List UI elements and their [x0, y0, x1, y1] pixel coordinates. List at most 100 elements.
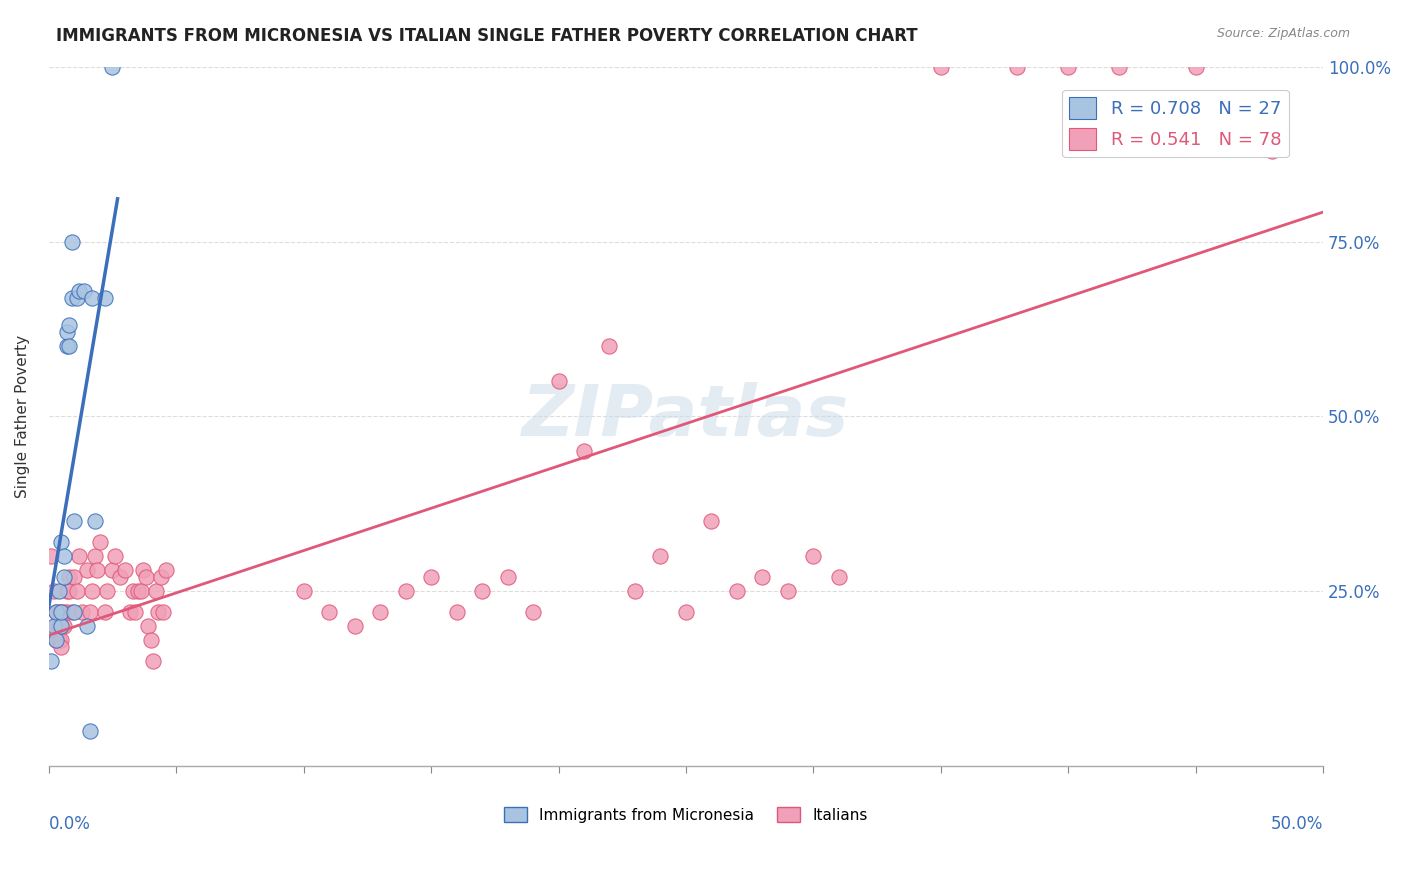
Point [48, 619, 70, 633]
Point [700, 515, 723, 529]
Point [129, 584, 152, 599]
Point [79, 724, 101, 739]
Point [51, 535, 73, 549]
Point [127, 584, 149, 599]
Point [60, 235, 83, 249]
Point [343, 619, 366, 633]
Point [725, 584, 748, 599]
Point [94, 291, 117, 305]
Point [94, 606, 117, 620]
Point [1261, 144, 1284, 158]
Point [598, 339, 620, 353]
Point [83, 549, 105, 564]
Point [45, 633, 67, 648]
Point [420, 570, 443, 584]
Point [51, 606, 73, 620]
Point [45, 606, 67, 620]
Point [149, 570, 172, 584]
Point [139, 633, 162, 648]
Point [51, 619, 73, 633]
Point [60, 291, 83, 305]
Text: 50.0%: 50.0% [1271, 815, 1323, 833]
Point [58, 570, 80, 584]
Point [48, 584, 70, 599]
Point [496, 570, 519, 584]
Point [145, 584, 167, 599]
Point [828, 570, 851, 584]
Point [114, 563, 136, 577]
Point [572, 444, 595, 458]
Point [55, 584, 77, 599]
Point [446, 606, 468, 620]
Point [63, 515, 86, 529]
Point [39, 549, 62, 564]
Point [152, 606, 174, 620]
Point [42, 584, 65, 599]
Point [67, 284, 90, 298]
Point [51, 606, 73, 620]
Point [624, 584, 647, 599]
Point [547, 375, 569, 389]
Point [108, 570, 131, 584]
Point [79, 606, 101, 620]
Point [39, 654, 62, 668]
Point [42, 619, 65, 633]
Point [45, 606, 67, 620]
Point [101, 60, 124, 74]
Point [66, 291, 89, 305]
Point [53, 570, 76, 584]
Point [60, 606, 83, 620]
Point [51, 619, 73, 633]
Point [63, 606, 86, 620]
Text: ZIPatlas: ZIPatlas [522, 382, 849, 451]
Point [1108, 60, 1130, 74]
Point [53, 619, 76, 633]
Point [776, 584, 799, 599]
Point [51, 633, 73, 648]
Point [66, 584, 89, 599]
Point [135, 570, 157, 584]
Point [121, 584, 143, 599]
Point [751, 570, 773, 584]
Point [58, 318, 80, 333]
Point [368, 606, 391, 620]
Point [394, 584, 416, 599]
Point [70, 606, 93, 620]
Point [650, 549, 672, 564]
Point [58, 584, 80, 599]
Point [63, 570, 86, 584]
Point [148, 606, 170, 620]
Point [155, 563, 177, 577]
Point [142, 654, 165, 668]
Point [76, 563, 98, 577]
Point [67, 549, 90, 564]
Point [80, 584, 103, 599]
Point [48, 633, 70, 648]
Point [55, 606, 77, 620]
Point [55, 339, 77, 353]
Point [1007, 60, 1029, 74]
Point [318, 606, 340, 620]
Point [1057, 60, 1080, 74]
Point [83, 515, 105, 529]
Legend: Immigrants from Micronesia, Italians: Immigrants from Micronesia, Italians [498, 800, 875, 829]
Point [80, 291, 103, 305]
Point [292, 584, 315, 599]
Point [45, 633, 67, 648]
Point [929, 60, 952, 74]
Point [53, 606, 76, 620]
Point [120, 606, 142, 620]
Point [55, 326, 77, 340]
Text: 0.0%: 0.0% [49, 815, 90, 833]
Point [53, 549, 76, 564]
Point [86, 563, 108, 577]
Point [101, 563, 124, 577]
Point [136, 619, 159, 633]
Point [471, 584, 494, 599]
Point [73, 284, 96, 298]
Point [104, 549, 127, 564]
Text: Source: ZipAtlas.com: Source: ZipAtlas.com [1216, 27, 1350, 40]
Point [76, 619, 98, 633]
Point [675, 606, 697, 620]
Point [58, 339, 80, 353]
